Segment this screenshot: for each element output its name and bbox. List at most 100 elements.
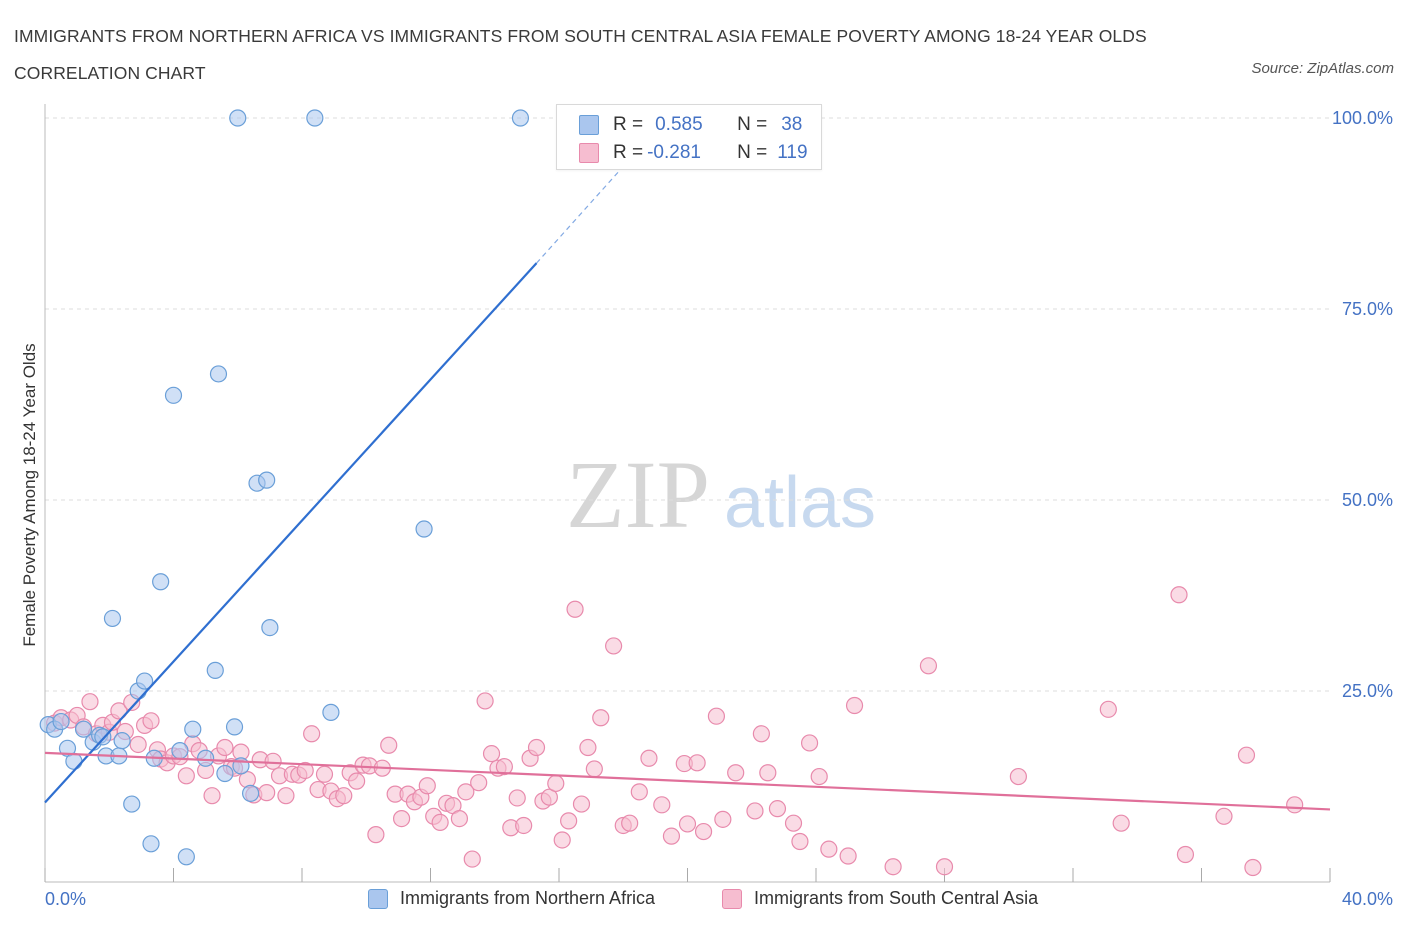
- data-point: [380, 736, 398, 754]
- data-point: [322, 703, 340, 721]
- data-point: [129, 735, 147, 754]
- data-point: [566, 600, 584, 618]
- data-point: [482, 745, 501, 763]
- data-point: [621, 814, 639, 832]
- data-point: [258, 784, 276, 802]
- data-point: [203, 787, 221, 805]
- legend-swatch-pink: [722, 888, 742, 909]
- data-point: [306, 109, 324, 127]
- data-point: [392, 809, 411, 828]
- legend-row-south-central-asia: R = -0.281 N = 119: [579, 139, 808, 167]
- data-point: [791, 832, 809, 851]
- y-tick-label: 75.0%: [1342, 299, 1393, 319]
- data-point: [296, 761, 314, 780]
- data-point: [746, 802, 764, 820]
- data-point: [572, 795, 591, 813]
- data-point: [216, 738, 234, 757]
- data-point: [508, 789, 526, 807]
- legend-r-value: 0.585: [655, 114, 703, 135]
- data-point: [585, 760, 603, 778]
- y-tick-label: 100.0%: [1332, 108, 1393, 128]
- data-point: [52, 712, 70, 731]
- data-point: [515, 816, 533, 835]
- legend-n-value: 119: [777, 142, 808, 163]
- data-point: [1176, 845, 1195, 864]
- data-point: [1215, 807, 1233, 825]
- legend-label: Immigrants from South Central Asia: [754, 888, 1039, 908]
- data-point: [335, 787, 353, 805]
- data-point: [164, 386, 183, 404]
- y-tick-label: 25.0%: [1342, 681, 1393, 701]
- data-point: [678, 815, 697, 833]
- data-point: [820, 840, 838, 858]
- data-point: [935, 858, 954, 876]
- watermark-atlas: atlas: [724, 463, 876, 543]
- data-point: [640, 749, 658, 767]
- data-point: [476, 692, 494, 710]
- watermark-zip: ZIP: [566, 441, 710, 548]
- data-point: [216, 764, 234, 783]
- data-point: [463, 850, 481, 868]
- series-northern-africa: [39, 109, 530, 866]
- data-point: [630, 783, 648, 801]
- data-point: [884, 858, 902, 876]
- data-point: [553, 831, 571, 849]
- data-point: [1244, 858, 1262, 877]
- data-point: [1009, 767, 1027, 786]
- data-point: [810, 767, 828, 786]
- data-point: [184, 720, 202, 738]
- data-point: [845, 696, 864, 715]
- data-point: [367, 826, 385, 844]
- data-point: [1170, 586, 1188, 604]
- data-point: [653, 796, 671, 814]
- data-point: [74, 720, 93, 738]
- data-point: [261, 618, 279, 637]
- data-point: [688, 754, 706, 772]
- source-label: Source: ZipAtlas.com: [1251, 60, 1394, 77]
- data-point: [759, 764, 777, 782]
- data-point: [152, 573, 170, 591]
- stats-legend: R = 0.585 N = 38 R = -0.281 N = 119: [556, 104, 822, 170]
- data-point: [768, 800, 787, 818]
- data-point: [418, 777, 436, 795]
- data-point: [113, 732, 131, 750]
- data-point: [258, 471, 276, 489]
- data-point: [142, 835, 160, 853]
- data-point: [209, 365, 228, 383]
- legend-row-northern-africa: R = 0.585 N = 38: [579, 111, 802, 139]
- data-point: [784, 814, 803, 832]
- data-point: [264, 752, 282, 770]
- data-point: [242, 784, 260, 802]
- data-point: [65, 752, 83, 770]
- data-point: [94, 728, 112, 746]
- axes: [44, 104, 1331, 883]
- data-point: [123, 795, 141, 813]
- chart-title: IMMIGRANTS FROM NORTHERN AFRICA VS IMMIG…: [14, 26, 1147, 83]
- data-point: [714, 810, 732, 828]
- data-point: [135, 672, 154, 690]
- data-point: [1286, 796, 1304, 814]
- data-point: [177, 848, 195, 866]
- legend-n-label: N =: [737, 142, 768, 163]
- data-point: [752, 725, 770, 743]
- data-point: [1099, 700, 1117, 718]
- data-point: [919, 657, 938, 675]
- data-point: [727, 764, 745, 782]
- data-point: [547, 774, 565, 793]
- data-point: [662, 827, 681, 845]
- data-point: [457, 783, 475, 801]
- legend-swatch-blue: [579, 115, 599, 135]
- legend-n-value: 38: [781, 114, 803, 135]
- data-point: [197, 749, 215, 767]
- data-point: [1112, 814, 1130, 832]
- data-point: [81, 693, 99, 711]
- trendline-south-central-asia: [44, 751, 1331, 811]
- data-point: [470, 774, 488, 792]
- data-point: [495, 758, 513, 776]
- data-point: [277, 787, 295, 805]
- trendline-northern-africa: [44, 262, 538, 804]
- data-point: [229, 109, 247, 127]
- data-point: [605, 637, 623, 655]
- y-tick-labels: 25.0% 50.0% 75.0% 100.0%: [1332, 108, 1393, 701]
